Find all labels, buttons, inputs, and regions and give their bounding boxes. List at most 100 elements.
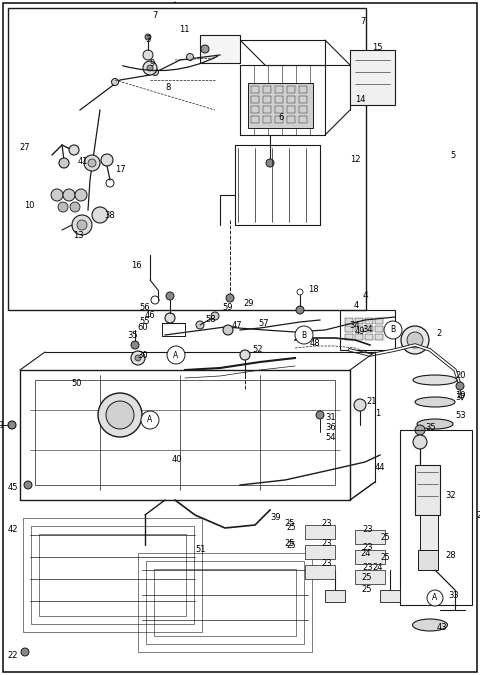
Bar xyxy=(299,86,307,93)
Text: 54: 54 xyxy=(325,433,336,443)
Text: 49: 49 xyxy=(355,327,365,337)
Polygon shape xyxy=(130,545,320,660)
Text: 55: 55 xyxy=(140,317,150,327)
Circle shape xyxy=(166,292,174,300)
Text: 34: 34 xyxy=(350,321,360,329)
Circle shape xyxy=(211,312,219,320)
Circle shape xyxy=(407,332,423,348)
Text: 7: 7 xyxy=(152,11,158,20)
Bar xyxy=(340,310,395,350)
Circle shape xyxy=(141,411,159,429)
Bar xyxy=(275,86,283,93)
Bar xyxy=(355,570,385,584)
Text: 2: 2 xyxy=(436,329,441,338)
Circle shape xyxy=(165,313,175,323)
Bar xyxy=(251,86,259,93)
Text: 43: 43 xyxy=(437,624,448,632)
Text: A: A xyxy=(173,350,179,360)
Text: 5: 5 xyxy=(450,151,455,159)
Circle shape xyxy=(295,326,313,344)
Bar xyxy=(418,550,438,570)
Circle shape xyxy=(456,382,464,390)
Bar xyxy=(345,334,353,340)
Circle shape xyxy=(51,189,63,201)
Bar xyxy=(400,430,472,605)
Circle shape xyxy=(401,326,429,354)
Circle shape xyxy=(24,481,32,489)
Circle shape xyxy=(240,350,250,360)
Text: 42: 42 xyxy=(8,526,18,535)
Text: A: A xyxy=(432,593,438,603)
Bar xyxy=(365,334,373,340)
Polygon shape xyxy=(240,65,325,135)
Bar xyxy=(248,83,313,128)
Bar xyxy=(325,590,345,602)
Text: 46: 46 xyxy=(144,310,155,319)
Polygon shape xyxy=(325,40,350,135)
Circle shape xyxy=(77,220,87,230)
Text: 30: 30 xyxy=(137,352,148,360)
Text: 59: 59 xyxy=(222,304,232,313)
Bar xyxy=(350,50,395,105)
Circle shape xyxy=(88,159,96,167)
Text: 52: 52 xyxy=(252,346,263,354)
Text: 7: 7 xyxy=(360,18,365,26)
Text: A: A xyxy=(147,416,153,425)
Circle shape xyxy=(69,145,79,155)
Text: 21: 21 xyxy=(366,398,376,406)
Polygon shape xyxy=(163,2,187,22)
Circle shape xyxy=(413,435,427,449)
Text: 25: 25 xyxy=(361,574,372,583)
Bar xyxy=(263,106,271,113)
Text: 34: 34 xyxy=(363,325,373,335)
Bar xyxy=(365,318,373,324)
Polygon shape xyxy=(350,352,375,500)
Text: 38: 38 xyxy=(104,211,115,219)
Bar xyxy=(299,106,307,113)
Circle shape xyxy=(316,411,324,419)
Circle shape xyxy=(84,155,100,171)
Text: 31: 31 xyxy=(325,414,336,423)
Bar xyxy=(287,106,295,113)
Bar xyxy=(299,116,307,123)
Text: 25: 25 xyxy=(380,533,390,543)
Bar xyxy=(154,569,296,636)
Bar xyxy=(355,326,363,332)
Text: 40: 40 xyxy=(172,456,182,464)
Text: 4: 4 xyxy=(362,290,368,300)
Bar xyxy=(35,380,335,485)
Text: 56: 56 xyxy=(139,304,150,313)
Text: 23: 23 xyxy=(322,539,332,547)
Bar xyxy=(345,326,353,332)
Text: 23: 23 xyxy=(363,543,373,553)
Text: 29: 29 xyxy=(243,298,253,308)
Text: 25: 25 xyxy=(380,554,390,562)
Text: 22: 22 xyxy=(8,651,18,659)
Circle shape xyxy=(147,65,153,71)
Text: 23: 23 xyxy=(322,518,332,527)
Bar xyxy=(305,565,335,579)
Text: 39: 39 xyxy=(270,514,281,522)
Bar xyxy=(380,590,400,602)
Circle shape xyxy=(101,154,113,166)
Bar xyxy=(355,318,363,324)
Text: 44: 44 xyxy=(375,464,385,472)
Bar xyxy=(375,334,383,340)
Circle shape xyxy=(196,321,204,329)
Bar xyxy=(375,326,383,332)
Circle shape xyxy=(92,207,108,223)
Text: 27: 27 xyxy=(19,144,30,153)
Text: 26: 26 xyxy=(476,510,480,520)
Text: 51: 51 xyxy=(195,545,205,554)
Text: 13: 13 xyxy=(72,230,84,240)
Text: 48: 48 xyxy=(310,338,321,348)
Text: 11: 11 xyxy=(180,26,190,34)
Circle shape xyxy=(187,53,193,61)
Circle shape xyxy=(415,425,425,435)
Circle shape xyxy=(106,401,134,429)
Bar xyxy=(251,96,259,103)
Text: B: B xyxy=(390,325,396,335)
Text: 24: 24 xyxy=(372,564,383,572)
Text: 25: 25 xyxy=(287,522,296,531)
Text: 23: 23 xyxy=(363,564,373,572)
